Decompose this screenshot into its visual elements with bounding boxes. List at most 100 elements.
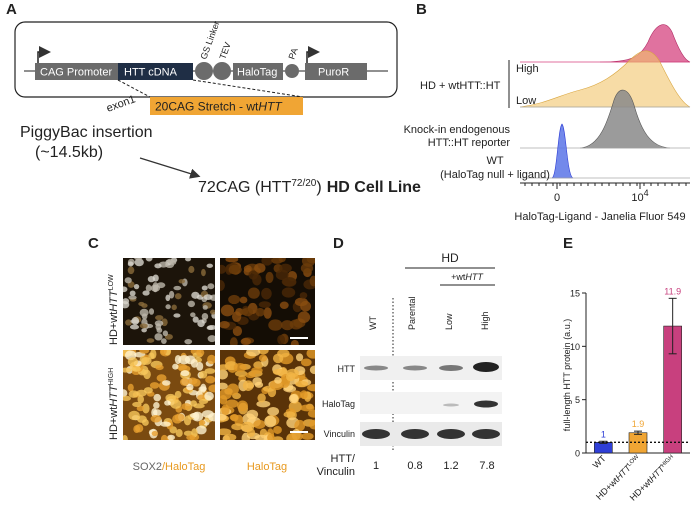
cell-line-suffix: ) xyxy=(316,179,321,196)
y-tick-label: 15 xyxy=(570,289,580,299)
cell xyxy=(143,369,151,380)
cell xyxy=(290,339,299,345)
cell xyxy=(198,420,206,426)
cell xyxy=(202,305,208,310)
cell xyxy=(307,409,315,418)
cell xyxy=(204,391,214,401)
cell xyxy=(139,323,148,329)
cell xyxy=(201,268,206,277)
cell xyxy=(160,421,171,427)
blot-strip xyxy=(360,392,502,414)
cell xyxy=(261,258,273,266)
cell xyxy=(207,325,215,330)
label-part: HIGH xyxy=(108,368,115,386)
zoom-line xyxy=(192,79,304,98)
cell xyxy=(265,271,274,284)
cell xyxy=(273,425,282,434)
cell xyxy=(223,433,237,440)
cell xyxy=(220,320,230,329)
cell xyxy=(201,285,208,291)
label-part: HIGH xyxy=(660,454,675,469)
cell xyxy=(149,382,160,389)
cell xyxy=(155,315,164,321)
cell xyxy=(187,377,198,385)
cell xyxy=(198,370,208,379)
row-label: HD+wtHTTHIGH xyxy=(108,368,120,440)
cell xyxy=(279,263,292,273)
pa-label: PA xyxy=(286,47,299,61)
label-part: /HaloTag xyxy=(162,461,205,473)
cag-box xyxy=(35,63,118,80)
insertion-size: (~14.5kb) xyxy=(35,144,103,161)
cell xyxy=(181,403,192,410)
cell xyxy=(229,337,238,345)
cell xyxy=(127,261,134,267)
cell xyxy=(253,419,266,429)
cell xyxy=(300,358,312,367)
label-part: +wt xyxy=(451,272,466,282)
x-minor-ticks xyxy=(524,183,687,189)
stretch-box xyxy=(150,97,303,115)
cell xyxy=(220,413,227,421)
cell xyxy=(251,367,263,374)
label-part: SOX2 xyxy=(133,461,162,473)
tev-circle xyxy=(213,62,231,80)
cell xyxy=(133,283,140,290)
cell xyxy=(154,263,162,269)
cell xyxy=(272,353,284,364)
cell xyxy=(294,419,306,432)
cell xyxy=(165,294,171,302)
cell xyxy=(127,357,138,367)
cell xyxy=(139,308,149,317)
cell xyxy=(136,405,145,412)
cell xyxy=(160,434,168,440)
panel-label: A xyxy=(6,1,17,18)
cell xyxy=(206,263,214,268)
panel-label: B xyxy=(416,1,427,18)
cell xyxy=(246,409,259,420)
cell xyxy=(155,364,164,371)
cell xyxy=(210,309,215,315)
cell xyxy=(220,428,232,436)
cell xyxy=(155,323,162,331)
micrograph-content xyxy=(220,350,315,440)
cell xyxy=(267,407,280,416)
panel-label: C xyxy=(88,235,99,252)
cell xyxy=(258,354,268,362)
cell xyxy=(255,307,265,317)
cell xyxy=(193,403,205,409)
cell xyxy=(220,304,235,317)
cell-line-prefix: 72CAG (HTT xyxy=(198,179,292,196)
puror-label: PuroR xyxy=(318,67,349,79)
subgroup-label: +wtHTT xyxy=(451,272,484,282)
cell xyxy=(272,436,284,440)
cell xyxy=(186,434,196,440)
label-part: HTT xyxy=(108,289,120,312)
stretch-text: 20CAG Stretch - wt xyxy=(155,100,259,114)
cell xyxy=(128,390,139,398)
insertion-text: PiggyBac insertion xyxy=(20,124,153,141)
cell xyxy=(242,380,254,391)
cag-label: CAG Promoter xyxy=(40,67,112,79)
cell xyxy=(127,383,134,392)
cell xyxy=(180,370,190,377)
cell xyxy=(263,307,272,319)
panel-label: D xyxy=(333,235,344,252)
cell xyxy=(197,319,205,328)
value-label: 1.9 xyxy=(632,419,645,429)
linker-circle xyxy=(195,62,213,80)
tick-exp: 4 xyxy=(644,188,649,198)
cell xyxy=(123,395,131,402)
cell xyxy=(132,401,142,408)
cell xyxy=(123,434,128,440)
cell xyxy=(295,380,309,388)
tev-label: TEV xyxy=(217,41,232,61)
ratio: 0.8 xyxy=(407,460,422,472)
cell xyxy=(246,428,256,437)
micrograph xyxy=(123,258,215,345)
cell xyxy=(272,368,287,376)
lane-label: High xyxy=(480,311,490,330)
x-tick-label: WT xyxy=(591,453,608,470)
cell xyxy=(131,317,140,325)
cell xyxy=(207,283,215,290)
